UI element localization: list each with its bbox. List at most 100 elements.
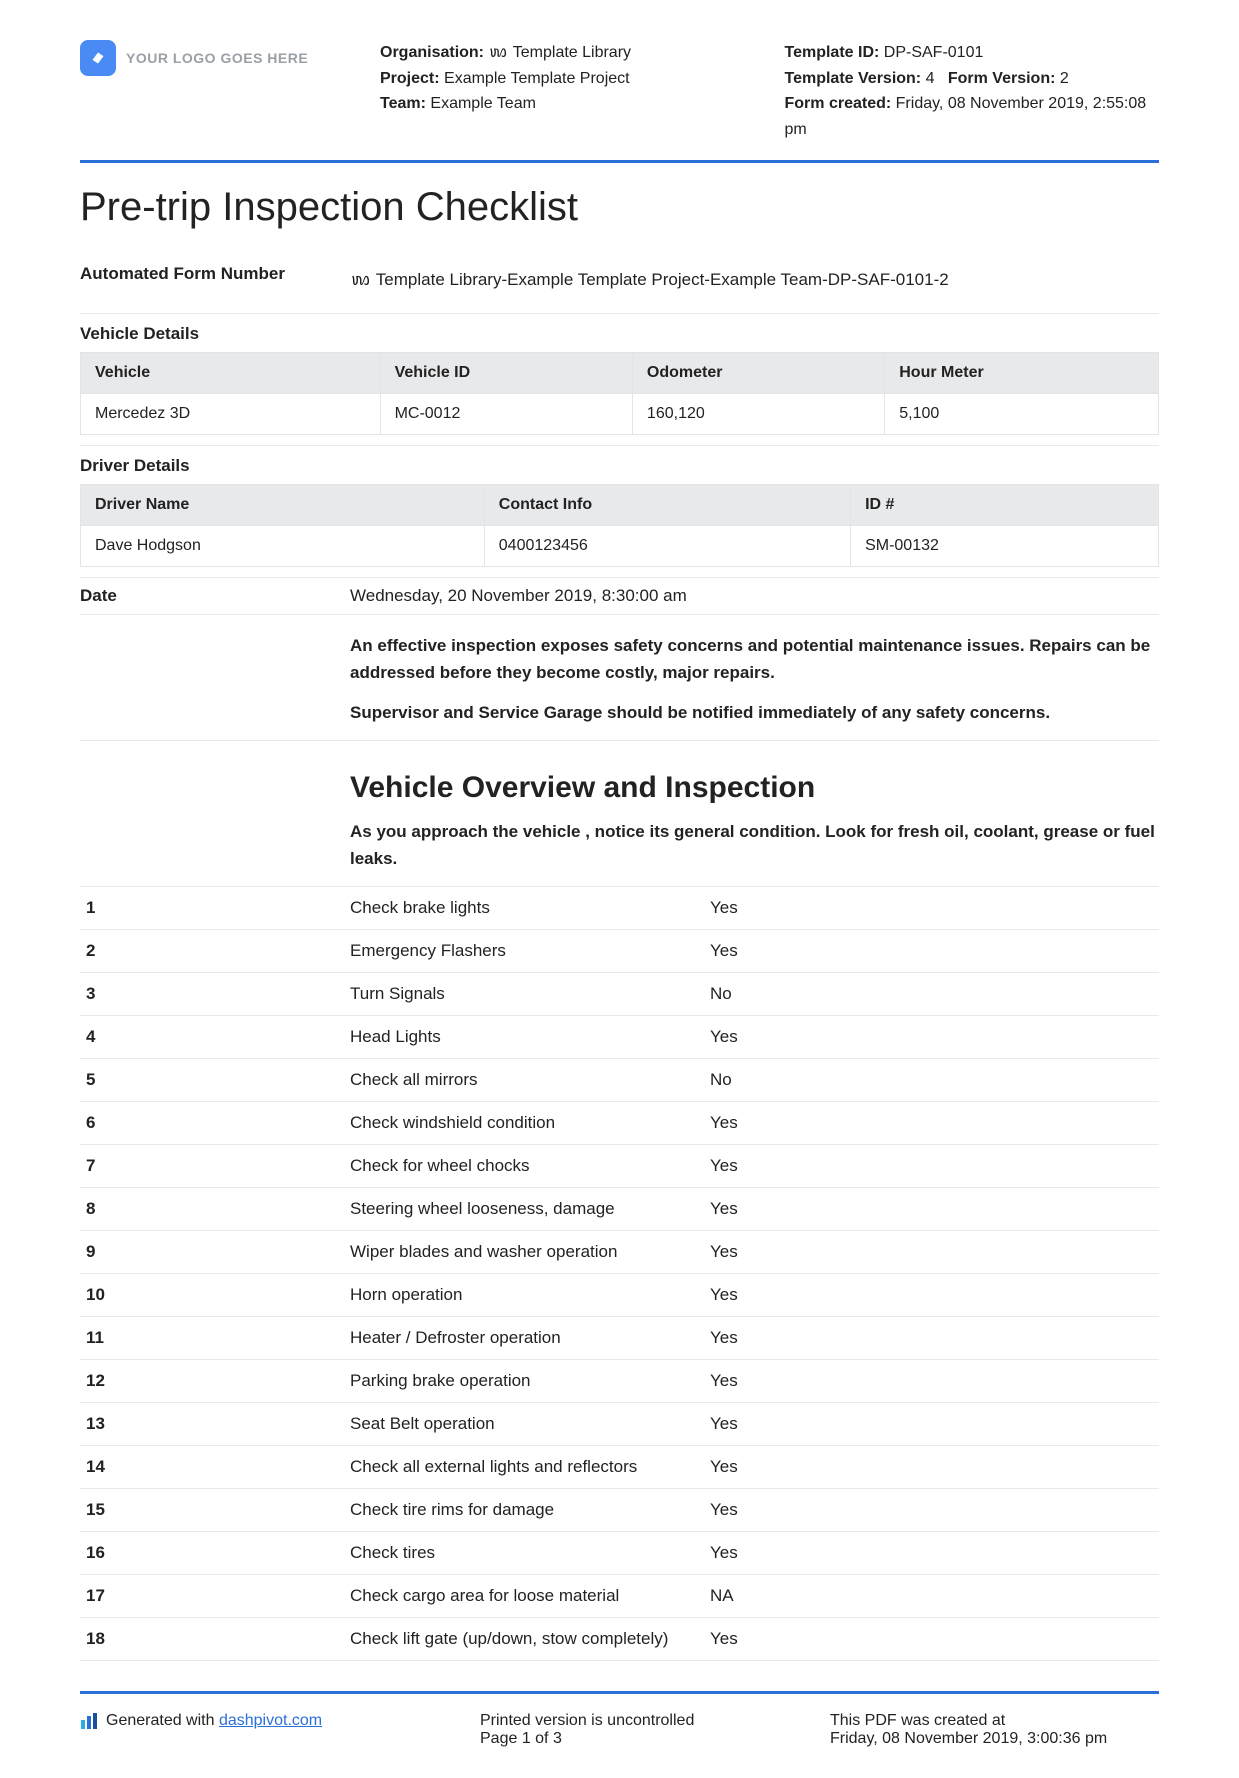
template-version-value: 4 (926, 70, 935, 87)
checklist-item: Heater / Defroster operation (350, 1328, 710, 1348)
checklist-answer: Yes (710, 898, 1159, 918)
checklist-row: 7Check for wheel chocksYes (80, 1144, 1159, 1187)
date-value: Wednesday, 20 November 2019, 8:30:00 am (350, 586, 1159, 606)
vehicle-details-table: VehicleVehicle IDOdometerHour Meter Merc… (80, 352, 1159, 435)
checklist-number: 5 (80, 1070, 350, 1090)
form-version-value: 2 (1060, 70, 1069, 87)
checklist-item: Check cargo area for loose material (350, 1586, 710, 1606)
checklist: 1Check brake lightsYes2Emergency Flasher… (80, 886, 1159, 1661)
checklist-row: 18Check lift gate (up/down, stow complet… (80, 1617, 1159, 1661)
document-header: YOUR LOGO GOES HERE Organisation: ꪪ Temp… (80, 40, 1159, 163)
checklist-row: 12Parking brake operationYes (80, 1359, 1159, 1402)
table-cell: SM-00132 (851, 526, 1159, 567)
checklist-item: Seat Belt operation (350, 1414, 710, 1434)
checklist-row: 5Check all mirrorsNo (80, 1058, 1159, 1101)
checklist-item: Check for wheel chocks (350, 1156, 710, 1176)
checklist-answer: Yes (710, 1543, 1159, 1563)
footer-generated: Generated with dashpivot.com (80, 1712, 440, 1748)
checklist-number: 11 (80, 1328, 350, 1348)
checklist-number: 10 (80, 1285, 350, 1305)
checklist-row: 14Check all external lights and reflecto… (80, 1445, 1159, 1488)
checklist-answer: Yes (710, 941, 1159, 961)
checklist-item: Parking brake operation (350, 1371, 710, 1391)
page-title: Pre-trip Inspection Checklist (80, 185, 1159, 230)
checklist-item: Check all mirrors (350, 1070, 710, 1090)
date-label: Date (80, 586, 350, 606)
checklist-number: 2 (80, 941, 350, 961)
checklist-number: 1 (80, 898, 350, 918)
table-cell: 5,100 (885, 394, 1159, 435)
footer-uncontrolled: Printed version is uncontrolled (480, 1712, 790, 1730)
checklist-answer: Yes (710, 1500, 1159, 1520)
meta-right: Template ID: DP-SAF-0101 Template Versio… (785, 40, 1160, 142)
checklist-row: 4Head LightsYes (80, 1015, 1159, 1058)
checklist-number: 16 (80, 1543, 350, 1563)
checklist-number: 18 (80, 1629, 350, 1649)
table-header: Driver Name (81, 485, 485, 526)
logo-icon (80, 40, 116, 76)
team-label: Team: (380, 95, 426, 112)
date-row: Date Wednesday, 20 November 2019, 8:30:0… (80, 577, 1159, 614)
checklist-row: 16Check tiresYes (80, 1531, 1159, 1574)
checklist-item: Check brake lights (350, 898, 710, 918)
checklist-row: 11Heater / Defroster operationYes (80, 1316, 1159, 1359)
checklist-answer: Yes (710, 1371, 1159, 1391)
template-version-label: Template Version: (785, 70, 922, 87)
table-cell: Dave Hodgson (81, 526, 485, 567)
checklist-number: 3 (80, 984, 350, 1004)
driver-details-table: Driver NameContact InfoID # Dave Hodgson… (80, 484, 1159, 567)
table-cell: 0400123456 (484, 526, 850, 567)
meta-left: Organisation: ꪪ Template Library Project… (380, 40, 755, 117)
auto-form-label: Automated Form Number (80, 264, 350, 299)
team-value: Example Team (430, 95, 536, 112)
driver-details-label: Driver Details (80, 445, 1159, 484)
checklist-number: 15 (80, 1500, 350, 1520)
table-header: Vehicle ID (380, 353, 632, 394)
overview-heading: Vehicle Overview and Inspection (350, 771, 1159, 805)
form-version-label: Form Version: (948, 70, 1056, 87)
auto-form-row: Automated Form Number ꪪ Template Library… (80, 256, 1159, 307)
checklist-number: 8 (80, 1199, 350, 1219)
checklist-answer: NA (710, 1586, 1159, 1606)
overview-block: Vehicle Overview and Inspection As you a… (80, 740, 1159, 872)
checklist-row: 6Check windshield conditionYes (80, 1101, 1159, 1144)
checklist-row: 15Check tire rims for damageYes (80, 1488, 1159, 1531)
logo-block: YOUR LOGO GOES HERE (80, 40, 350, 76)
checklist-number: 7 (80, 1156, 350, 1176)
org-value: ꪪ Template Library (488, 44, 631, 61)
checklist-item: Check tires (350, 1543, 710, 1563)
checklist-item: Emergency Flashers (350, 941, 710, 961)
checklist-row: 3Turn SignalsNo (80, 972, 1159, 1015)
checklist-row: 10Horn operationYes (80, 1273, 1159, 1316)
checklist-answer: Yes (710, 1156, 1159, 1176)
auto-form-value: ꪪ Template Library-Example Template Proj… (350, 264, 1159, 299)
dashpivot-link[interactable]: dashpivot.com (219, 1712, 322, 1729)
instruction-1: An effective inspection exposes safety c… (350, 633, 1159, 686)
checklist-answer: No (710, 1070, 1159, 1090)
logo-text: YOUR LOGO GOES HERE (126, 50, 308, 66)
project-label: Project: (380, 70, 440, 87)
checklist-number: 14 (80, 1457, 350, 1477)
checklist-answer: Yes (710, 1629, 1159, 1649)
document-footer: Generated with dashpivot.com Printed ver… (80, 1691, 1159, 1748)
checklist-answer: No (710, 984, 1159, 1004)
instruction-2: Supervisor and Service Garage should be … (350, 700, 1159, 726)
checklist-answer: Yes (710, 1414, 1159, 1434)
checklist-answer: Yes (710, 1285, 1159, 1305)
checklist-row: 9Wiper blades and washer operationYes (80, 1230, 1159, 1273)
bars-icon (80, 1712, 98, 1735)
org-label: Organisation: (380, 44, 484, 61)
table-header: Contact Info (484, 485, 850, 526)
checklist-item: Check all external lights and reflectors (350, 1457, 710, 1477)
checklist-number: 17 (80, 1586, 350, 1606)
table-header: ID # (851, 485, 1159, 526)
checklist-answer: Yes (710, 1242, 1159, 1262)
checklist-answer: Yes (710, 1199, 1159, 1219)
checklist-answer: Yes (710, 1113, 1159, 1133)
checklist-number: 13 (80, 1414, 350, 1434)
checklist-answer: Yes (710, 1457, 1159, 1477)
table-cell: Mercedez 3D (81, 394, 381, 435)
table-header: Odometer (632, 353, 884, 394)
footer-created-value: Friday, 08 November 2019, 3:00:36 pm (830, 1730, 1159, 1748)
table-header: Hour Meter (885, 353, 1159, 394)
